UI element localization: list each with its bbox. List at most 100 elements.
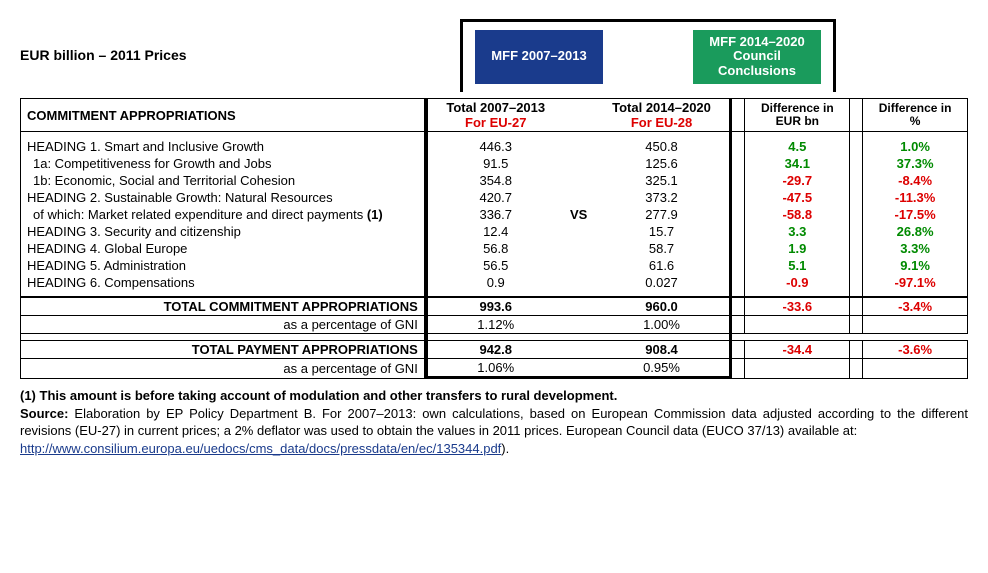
value-2014: 0.027: [594, 274, 733, 291]
value-2007: 12.4: [425, 223, 564, 240]
diff-pct: 1.0%: [862, 138, 968, 155]
payment-gni-2014: 0.95%: [594, 359, 733, 379]
table-row: HEADING 1. Smart and Inclusive Growth446…: [20, 138, 968, 155]
value-2014: 277.9: [594, 206, 733, 223]
source-link[interactable]: http://www.consilium.europa.eu/uedocs/cm…: [20, 441, 501, 456]
footnote-1: (1) This amount is before taking account…: [20, 387, 968, 405]
vs-cell: [564, 223, 594, 240]
value-2007: 336.7: [425, 206, 564, 223]
value-2014: 61.6: [594, 257, 733, 274]
vs-cell: [564, 189, 594, 206]
vs-cell: [564, 240, 594, 257]
total-payment-2007: 942.8: [425, 340, 564, 359]
diff-eur: -0.9: [744, 274, 850, 291]
vs-cell: [564, 172, 594, 189]
total-commit-2007: 993.6: [425, 297, 564, 316]
total-commit-diff-pct: -3.4%: [862, 297, 968, 316]
source-label: Source:: [20, 406, 68, 421]
row-label: HEADING 1. Smart and Inclusive Growth: [20, 138, 425, 155]
source-text: Elaboration by EP Policy Department B. F…: [20, 406, 968, 439]
currency-title: EUR billion – 2011 Prices: [20, 47, 460, 63]
vs-cell: VS: [564, 206, 594, 223]
diff-eur: 34.1: [744, 155, 850, 172]
value-2007: 56.8: [425, 240, 564, 257]
table-row: 1a: Competitiveness for Growth and Jobs9…: [20, 155, 968, 172]
period-box-2007-2013: MFF 2007–2013: [475, 30, 603, 84]
total-commit-label: TOTAL COMMITMENT APPROPRIATIONS: [20, 297, 425, 316]
diff-pct: 26.8%: [862, 223, 968, 240]
vs-cell: [564, 138, 594, 155]
row-label: HEADING 3. Security and citizenship: [20, 223, 425, 240]
vs-cell: [564, 274, 594, 291]
value-2014: 15.7: [594, 223, 733, 240]
payment-gni-2007: 1.06%: [425, 359, 564, 379]
commit-gni-label: as a percentage of GNI: [20, 316, 425, 334]
commit-gni-2014: 1.00%: [594, 316, 733, 334]
col-2007-header: Total 2007–2013 For EU-27: [425, 98, 564, 132]
table-row: HEADING 5. Administration56.5 61.6 5.1 9.1%: [20, 257, 968, 274]
diff-pct: -11.3%: [862, 189, 968, 206]
diff-pct: 3.3%: [862, 240, 968, 257]
row-label: 1b: Economic, Social and Territorial Coh…: [20, 172, 425, 189]
value-2007: 0.9: [425, 274, 564, 291]
value-2014: 450.8: [594, 138, 733, 155]
diff-pct-header: Difference in %: [862, 98, 968, 132]
total-payment-row: TOTAL PAYMENT APPROPRIATIONS 942.8 908.4…: [20, 340, 968, 359]
source-close: ).: [501, 441, 509, 456]
table-row: of which: Market related expenditure and…: [20, 206, 968, 223]
eu27-label: For EU-27: [434, 115, 558, 130]
total-2007-label: Total 2007–2013: [434, 100, 558, 115]
total-payment-diff-pct: -3.6%: [862, 340, 968, 359]
period-header-boxes: MFF 2007–2013 MFF 2014–2020 Council Conc…: [460, 19, 836, 92]
diff-pct: 37.3%: [862, 155, 968, 172]
value-2007: 56.5: [425, 257, 564, 274]
diff-eur: -58.8: [744, 206, 850, 223]
total-payment-label: TOTAL PAYMENT APPROPRIATIONS: [20, 340, 425, 359]
diff-pct: -97.1%: [862, 274, 968, 291]
source-line: Source: Elaboration by EP Policy Departm…: [20, 405, 968, 440]
row-label: HEADING 5. Administration: [20, 257, 425, 274]
total-commitment-row: TOTAL COMMITMENT APPROPRIATIONS 993.6 96…: [20, 297, 968, 316]
commit-gni-2007: 1.12%: [425, 316, 564, 334]
value-2007: 354.8: [425, 172, 564, 189]
diff-eur: 5.1: [744, 257, 850, 274]
table-row: 1b: Economic, Social and Territorial Coh…: [20, 172, 968, 189]
diff-eur-header: Difference in EUR bn: [744, 98, 850, 132]
value-2014: 58.7: [594, 240, 733, 257]
total-payment-diff-eur: -34.4: [744, 340, 850, 359]
row-label: HEADING 6. Compensations: [20, 274, 425, 291]
value-2014: 373.2: [594, 189, 733, 206]
table-row: HEADING 4. Global Europe56.8 58.7 1.9 3.3%: [20, 240, 968, 257]
payment-gni-label: as a percentage of GNI: [20, 359, 425, 379]
table-row: HEADING 2. Sustainable Growth: Natural R…: [20, 189, 968, 206]
col-2014-header: Total 2014–2020 For EU-28: [594, 98, 733, 132]
table-row: HEADING 3. Security and citizenship12.4 1…: [20, 223, 968, 240]
diff-eur: 4.5: [744, 138, 850, 155]
diff-eur: -29.7: [744, 172, 850, 189]
col-label-header: COMMITMENT APPROPRIATIONS: [20, 98, 425, 132]
diff-pct: 9.1%: [862, 257, 968, 274]
commitment-appropriations-label: COMMITMENT APPROPRIATIONS: [27, 108, 236, 123]
diff-eur: 1.9: [744, 240, 850, 257]
row-label: HEADING 4. Global Europe: [20, 240, 425, 257]
header-row: EUR billion – 2011 Prices MFF 2007–2013 …: [20, 20, 968, 90]
vs-cell: [564, 155, 594, 172]
row-label: of which: Market related expenditure and…: [20, 206, 425, 223]
value-2007: 420.7: [425, 189, 564, 206]
commit-gni-row: as a percentage of GNI 1.12% 1.00%: [20, 316, 968, 334]
value-2007: 91.5: [425, 155, 564, 172]
diff-eur: -47.5: [744, 189, 850, 206]
payment-gni-row: as a percentage of GNI 1.06% 0.95%: [20, 359, 968, 379]
total-commit-2014: 960.0: [594, 297, 733, 316]
value-2007: 446.3: [425, 138, 564, 155]
period-box-2014-2020: MFF 2014–2020 Council Conclusions: [693, 30, 821, 84]
total-payment-2014: 908.4: [594, 340, 733, 359]
value-2014: 325.1: [594, 172, 733, 189]
mff-comparison-table: COMMITMENT APPROPRIATIONS Total 2007–201…: [20, 98, 968, 379]
eu28-label: For EU-28: [600, 115, 724, 130]
row-label: HEADING 2. Sustainable Growth: Natural R…: [20, 189, 425, 206]
diff-eur: 3.3: [744, 223, 850, 240]
source-link-line: http://www.consilium.europa.eu/uedocs/cm…: [20, 440, 968, 458]
table-row: HEADING 6. Compensations0.9 0.027 -0.9 -97.…: [20, 274, 968, 291]
value-2014: 125.6: [594, 155, 733, 172]
